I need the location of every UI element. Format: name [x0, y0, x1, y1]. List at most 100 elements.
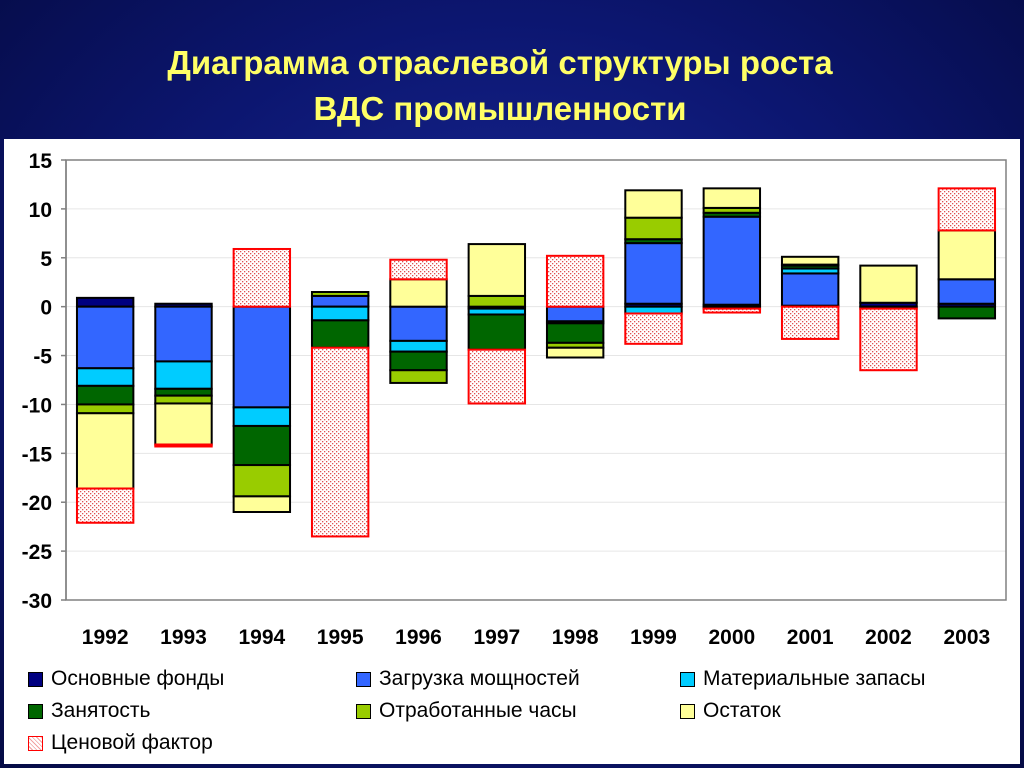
- bar-segment: [75, 412, 135, 490]
- x-tick-label: 2000: [708, 626, 755, 649]
- bar-segment: [937, 278, 997, 305]
- bar-segment: [702, 215, 762, 306]
- legend-swatch: [680, 671, 695, 687]
- slide-title-line-1: Диаграмма отраслевой структуры роста: [167, 44, 833, 81]
- legend-label: Ценовой фактор: [51, 731, 213, 754]
- bar-segment: [624, 189, 683, 219]
- legend-label: Занятость: [51, 699, 151, 722]
- bar-segment: [780, 255, 840, 266]
- bar-segment: [467, 348, 527, 405]
- bar-segment: [702, 187, 762, 209]
- legend-item: Основные фонды: [28, 667, 224, 691]
- bar-segment: [310, 305, 370, 322]
- legend-swatch: [356, 703, 371, 719]
- plot-area: [66, 160, 1006, 600]
- bar-segment: [232, 305, 292, 409]
- plot-border: [65, 159, 1007, 601]
- legend-swatch: [28, 703, 43, 719]
- legend-swatch: [28, 671, 43, 687]
- x-tick-label: 1997: [473, 626, 520, 649]
- legend-item: Остаток: [680, 699, 781, 723]
- legend-swatch: [28, 735, 43, 751]
- bar-segment: [859, 307, 918, 372]
- bar-segment: [310, 294, 370, 308]
- bar-segment: [232, 406, 292, 427]
- legend-item: Занятость: [28, 699, 150, 723]
- x-tick-label: 2001: [787, 626, 834, 649]
- legend-label: Материальные запасы: [703, 667, 926, 690]
- bar-segment: [467, 294, 527, 308]
- bar-segment: [232, 495, 292, 514]
- legend-label: Основные фонды: [51, 667, 225, 690]
- bar-segment: [389, 258, 448, 281]
- legend-label: Остаток: [703, 699, 781, 722]
- y-tick-label: 10: [29, 199, 52, 222]
- bar-segment: [624, 242, 683, 305]
- y-tick-label: 0: [40, 297, 52, 320]
- bar-segment: [154, 394, 213, 405]
- legend-item: Ценовой фактор: [28, 731, 213, 755]
- bar-segment: [780, 305, 840, 340]
- bar-segment: [545, 346, 605, 359]
- bar-segment: [154, 305, 213, 363]
- bar-segment: [310, 346, 370, 538]
- bar-segment: [154, 387, 213, 397]
- bar-segment: [232, 464, 292, 498]
- legend-item: Материальные запасы: [680, 667, 925, 691]
- x-tick-label: 1993: [160, 626, 207, 649]
- x-tick-label: 1994: [238, 626, 285, 649]
- bar-segment: [154, 360, 213, 390]
- bar-segment: [702, 307, 762, 314]
- y-tick-label: -10: [22, 394, 52, 417]
- y-tick-label: -5: [33, 346, 52, 369]
- bar-segment: [624, 305, 683, 315]
- bar-segment: [467, 243, 527, 297]
- bar-segment: [154, 443, 213, 448]
- legend-label: Отработанные часы: [379, 699, 577, 722]
- bar-segment: [389, 350, 448, 372]
- bar-segment: [937, 187, 997, 232]
- bar-segment: [75, 296, 135, 308]
- bar-segment: [154, 402, 213, 446]
- bar-segment: [389, 339, 448, 353]
- bar-segment: [232, 424, 292, 467]
- bar-segment: [389, 369, 448, 384]
- x-tick-label: 1992: [82, 626, 129, 649]
- bar-segment: [389, 278, 448, 308]
- x-tick-label: 1998: [552, 626, 599, 649]
- bar-segment: [75, 367, 135, 387]
- bar-segment: [310, 291, 370, 297]
- bar-segment: [75, 384, 135, 406]
- bar-segment: [310, 319, 370, 349]
- y-tick-label: -15: [22, 443, 53, 466]
- slide-title-line-2: ВДС промышленности: [313, 90, 687, 127]
- bar-segment: [75, 305, 135, 370]
- y-tick-label: -30: [22, 590, 52, 613]
- bar-segment: [937, 305, 997, 320]
- y-tick-label: 15: [29, 150, 53, 173]
- legend-swatch: [356, 671, 371, 687]
- bar-segment: [859, 264, 918, 304]
- slide-title: Диаграмма отраслевой структуры роста ВДС…: [0, 40, 1000, 132]
- x-tick-label: 1996: [395, 626, 442, 649]
- y-tick-label: 5: [40, 248, 52, 271]
- bar-segment: [545, 254, 605, 308]
- chart-panel: 15 10 5 0 -5 -10 -15 -20 -25 -30 1992 1993 1994 1995 1…: [4, 139, 1020, 764]
- bar-segment: [232, 247, 292, 308]
- bar-segment: [467, 313, 527, 351]
- x-tick-label: 2003: [943, 626, 990, 649]
- x-tick-label: 1995: [317, 626, 364, 649]
- y-tick-label: -20: [22, 492, 52, 515]
- bar-segment: [545, 305, 605, 323]
- bar-segment: [780, 272, 840, 307]
- y-tick-label: -25: [22, 541, 53, 564]
- bar-segment: [937, 229, 997, 281]
- bar-segment: [624, 312, 683, 345]
- legend-swatch: [680, 703, 695, 719]
- x-tick-label: 1999: [630, 626, 677, 649]
- legend-label: Загрузка мощностей: [379, 667, 580, 690]
- bar-segment: [624, 216, 683, 241]
- legend-item: Отработанные часы: [356, 699, 577, 723]
- bar-segment: [75, 403, 135, 415]
- legend-item: Загрузка мощностей: [356, 667, 580, 691]
